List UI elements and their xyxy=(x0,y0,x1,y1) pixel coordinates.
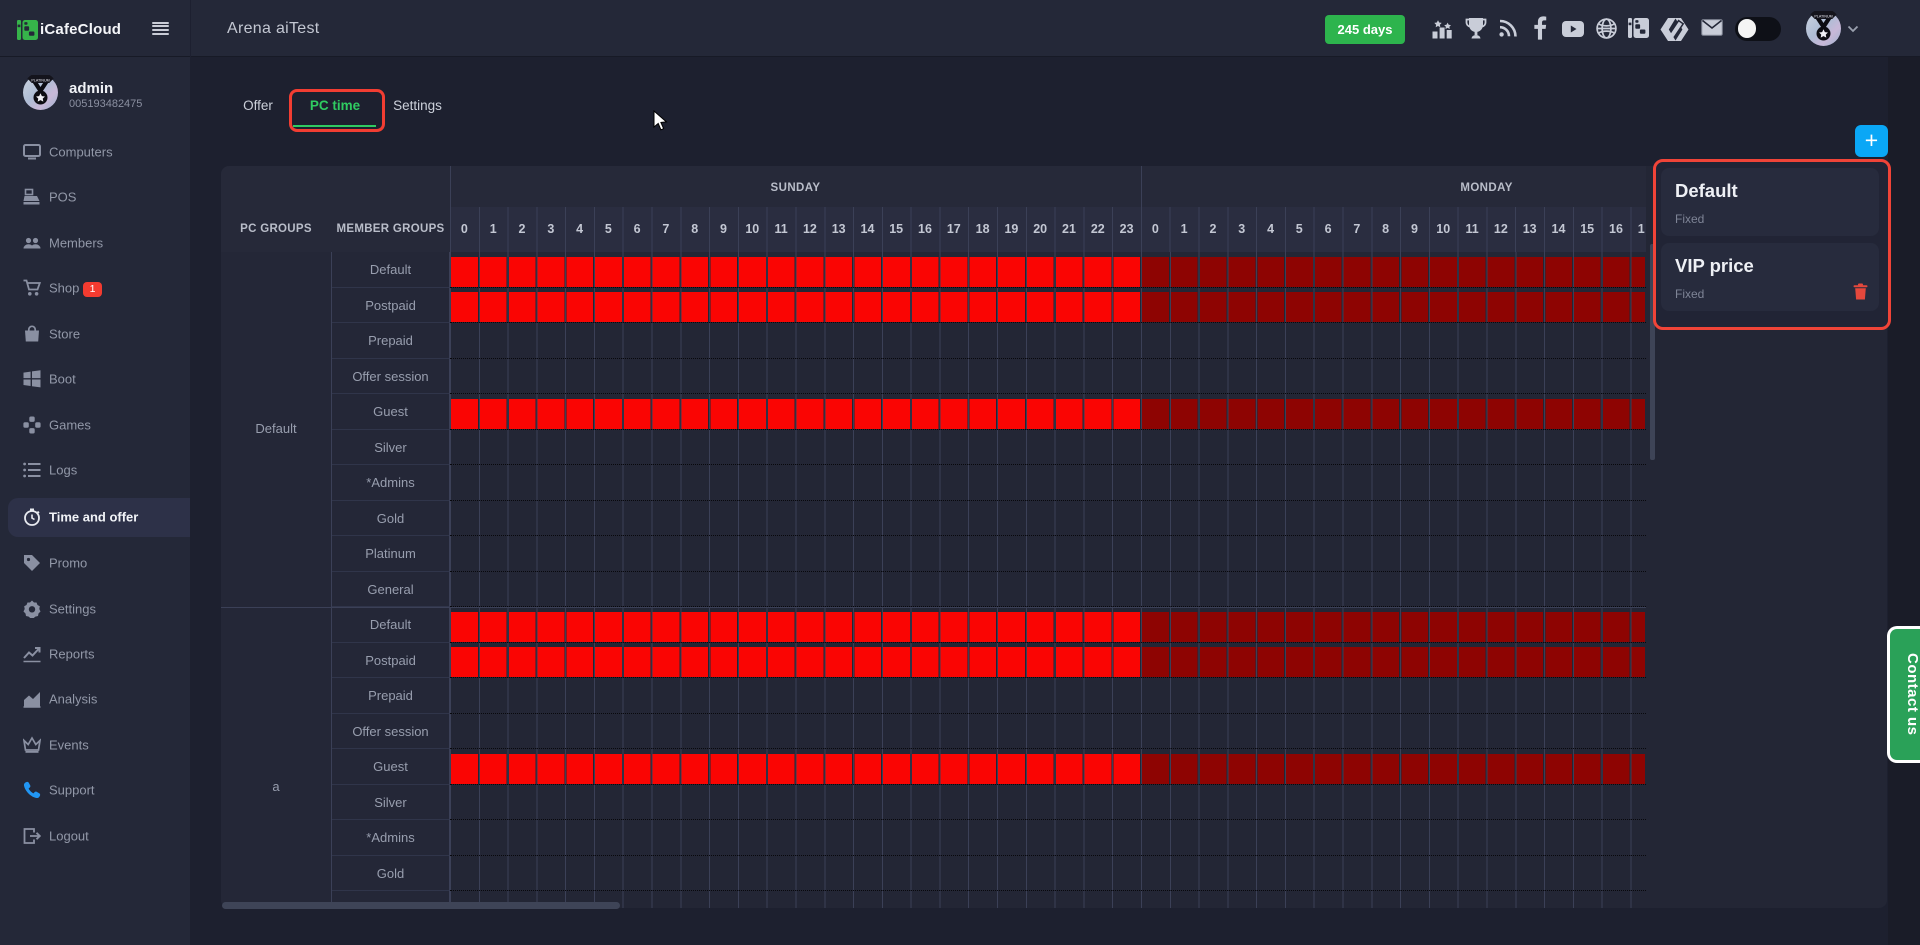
svg-text:PLATINUM: PLATINUM xyxy=(31,78,49,82)
svg-text:PLATINUM: PLATINUM xyxy=(1814,15,1832,19)
